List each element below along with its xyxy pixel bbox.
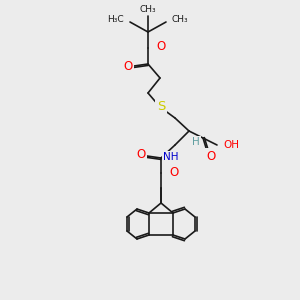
Text: CH₃: CH₃ <box>172 14 189 23</box>
Text: H: H <box>192 137 200 147</box>
Text: O: O <box>136 148 146 161</box>
Text: CH₃: CH₃ <box>140 5 156 14</box>
Text: O: O <box>206 149 216 163</box>
Text: O: O <box>156 40 165 53</box>
Text: S: S <box>157 100 165 113</box>
Text: O: O <box>123 61 133 74</box>
Text: H₃C: H₃C <box>107 14 124 23</box>
Text: O: O <box>169 166 178 178</box>
Text: NH: NH <box>163 152 179 162</box>
Text: OH: OH <box>223 140 239 150</box>
